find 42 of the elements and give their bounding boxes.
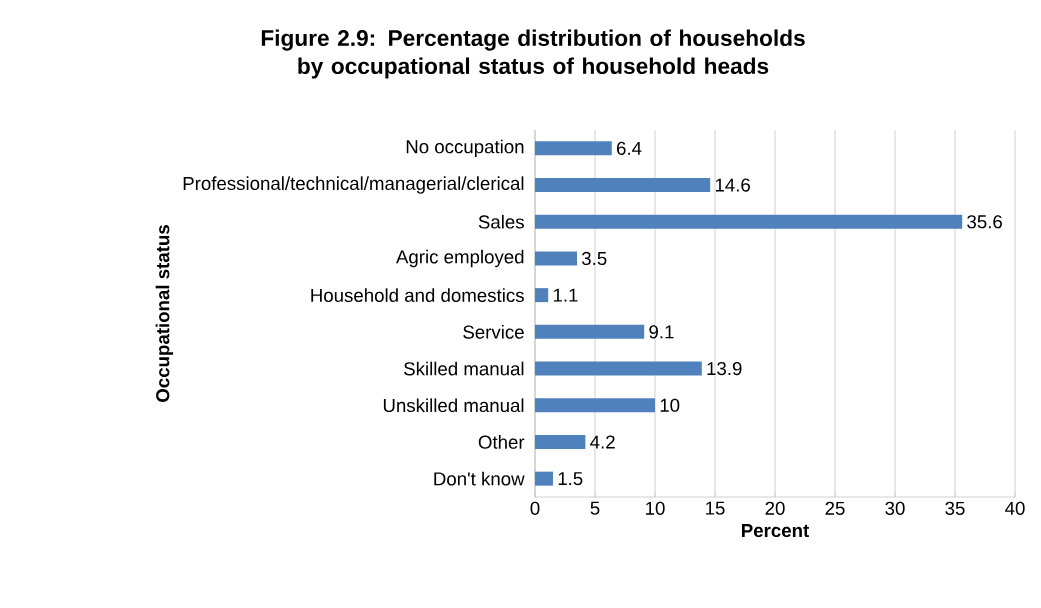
y-tick-label: Agric employed xyxy=(395,249,524,268)
x-tick-label: 10 xyxy=(646,501,665,515)
bar xyxy=(535,178,711,193)
x-tick-label: 25 xyxy=(825,501,845,515)
y-tick-label: No occupation xyxy=(406,139,524,158)
y-tick-label: Unskilled manual xyxy=(383,398,524,413)
x-tick-label: 20 xyxy=(765,501,785,515)
data-label: 1.1 xyxy=(553,288,578,302)
data-label: 13.9 xyxy=(707,361,742,376)
y-tick-label: Other xyxy=(478,435,525,449)
data-label: 6.4 xyxy=(617,141,642,155)
data-label: 9.1 xyxy=(649,325,674,339)
bar xyxy=(535,434,586,449)
x-tick-label: 0 xyxy=(530,501,540,515)
y-tick-label: Sales xyxy=(478,214,524,229)
y-tick-label: Household and domestics xyxy=(311,288,524,303)
bar xyxy=(535,471,554,486)
data-label: 1.5 xyxy=(558,472,583,486)
y-tick-label: Service xyxy=(463,325,524,339)
data-label: 35.6 xyxy=(967,215,1002,229)
bar xyxy=(535,251,577,266)
bar xyxy=(535,214,963,229)
y-tick-label: Don't know xyxy=(434,471,525,486)
bar xyxy=(535,398,656,413)
x-tick-label: 5 xyxy=(590,501,600,515)
y-axis-title: Occupational status xyxy=(155,225,174,402)
chart-title: Figure 2.9: Percentage distribution of households by occupational status of household heads xyxy=(261,29,805,79)
data-label: 10 xyxy=(660,398,680,412)
x-tick-label: 35 xyxy=(945,501,965,515)
data-label: 3.5 xyxy=(581,251,607,266)
x-tick-label: 40 xyxy=(1005,501,1025,515)
x-axis-title: Percent xyxy=(742,524,809,538)
y-tick-label: Professional/technical/managerial/clerical xyxy=(183,176,524,194)
bar xyxy=(535,141,612,156)
bar xyxy=(535,324,645,339)
x-tick-label: 15 xyxy=(706,501,725,515)
bar xyxy=(535,288,549,303)
data-label: 14.6 xyxy=(715,178,750,192)
bar xyxy=(535,361,702,376)
y-tick-label: Skilled manual xyxy=(404,361,524,376)
data-label: 4.2 xyxy=(590,435,615,449)
x-tick-label: 30 xyxy=(885,501,905,515)
